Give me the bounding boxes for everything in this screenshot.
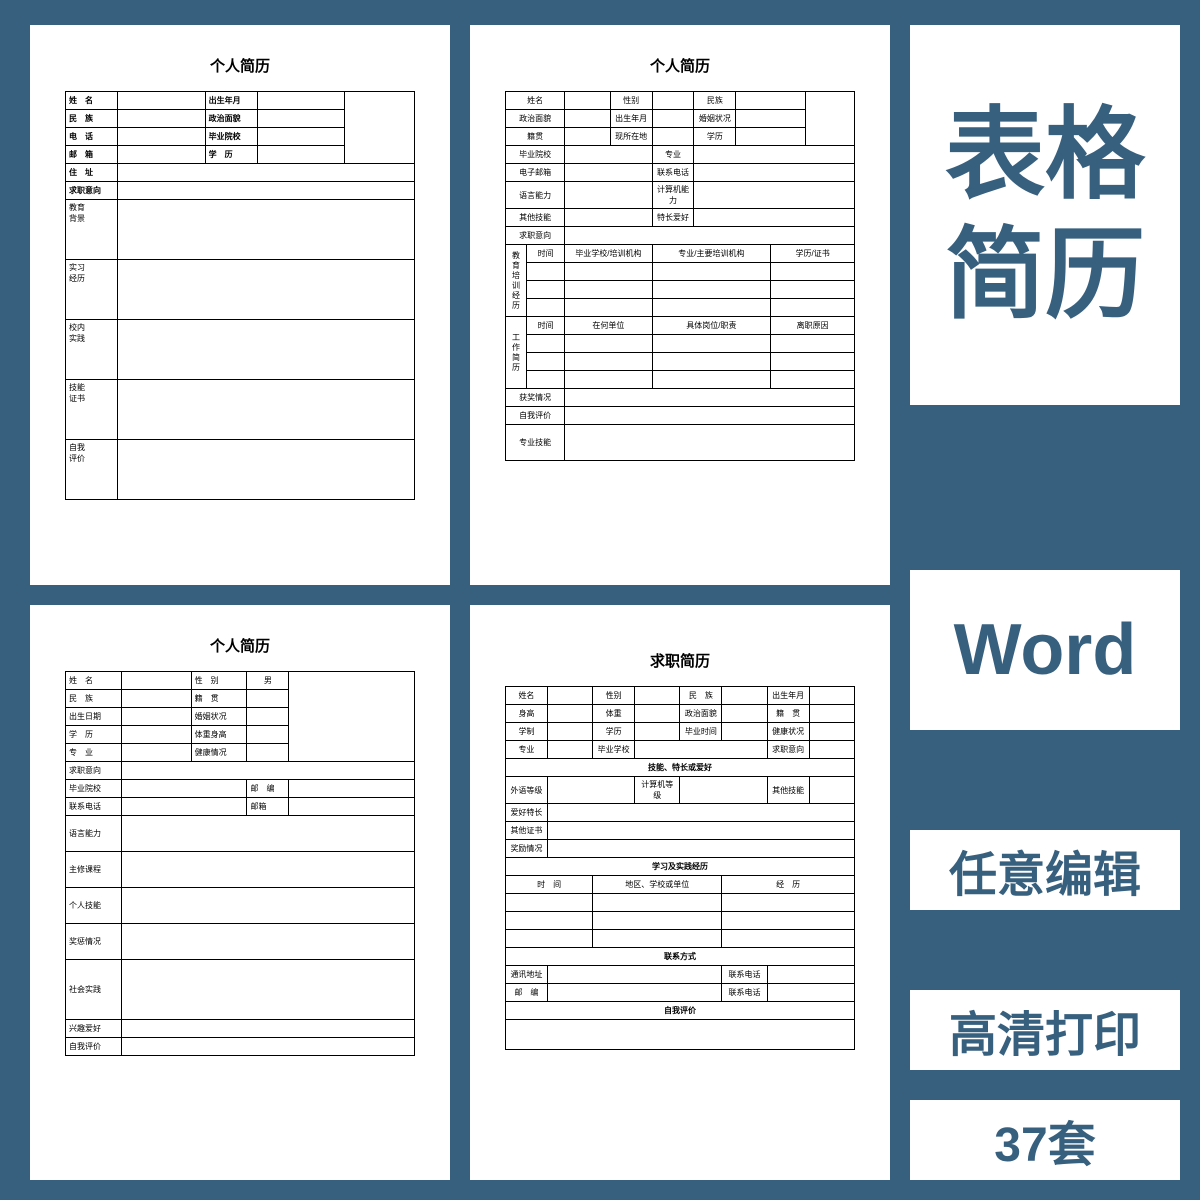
table-4: 姓名性别民 族出生年月 身高体重政治面貌籍 贯 学制学历毕业时间健康状况 专业毕… <box>505 686 855 1050</box>
table-3: 姓 名性 别男 民 族籍 贯 出生日期婚姻状况 学 历体重身高 专 业健康情况 … <box>65 671 415 1056</box>
title-2: 个人简历 <box>505 55 855 76</box>
sidebar-label-word: Word <box>910 570 1180 730</box>
title-4: 求职简历 <box>505 650 855 671</box>
title-3: 个人简历 <box>65 635 415 656</box>
sidebar-label-sets: 37套 <box>910 1100 1180 1180</box>
resume-template-4: 求职简历 姓名性别民 族出生年月 身高体重政治面貌籍 贯 学制学历毕业时间健康状… <box>470 605 890 1180</box>
sidebar-label-print: 高清打印 <box>910 990 1180 1070</box>
sidebar-label-main: 表格简历 <box>910 25 1180 405</box>
resume-template-2: 个人简历 姓名性别民族 政治面貌出生年月婚姻状况 籍贯现所在地学历 毕业院校专业… <box>470 25 890 585</box>
table-2: 姓名性别民族 政治面貌出生年月婚姻状况 籍贯现所在地学历 毕业院校专业 电子邮箱… <box>505 91 855 461</box>
resume-template-3: 个人简历 姓 名性 别男 民 族籍 贯 出生日期婚姻状况 学 历体重身高 专 业… <box>30 605 450 1180</box>
table-1: 姓 名出生年月 民 族政治面貌 电 话毕业院校 邮 箱学 历 住 址 求职意向 … <box>65 91 415 500</box>
resume-template-1: 个人简历 姓 名出生年月 民 族政治面貌 电 话毕业院校 邮 箱学 历 住 址 … <box>30 25 450 585</box>
sidebar-label-edit: 任意编辑 <box>910 830 1180 910</box>
title-1: 个人简历 <box>65 55 415 76</box>
